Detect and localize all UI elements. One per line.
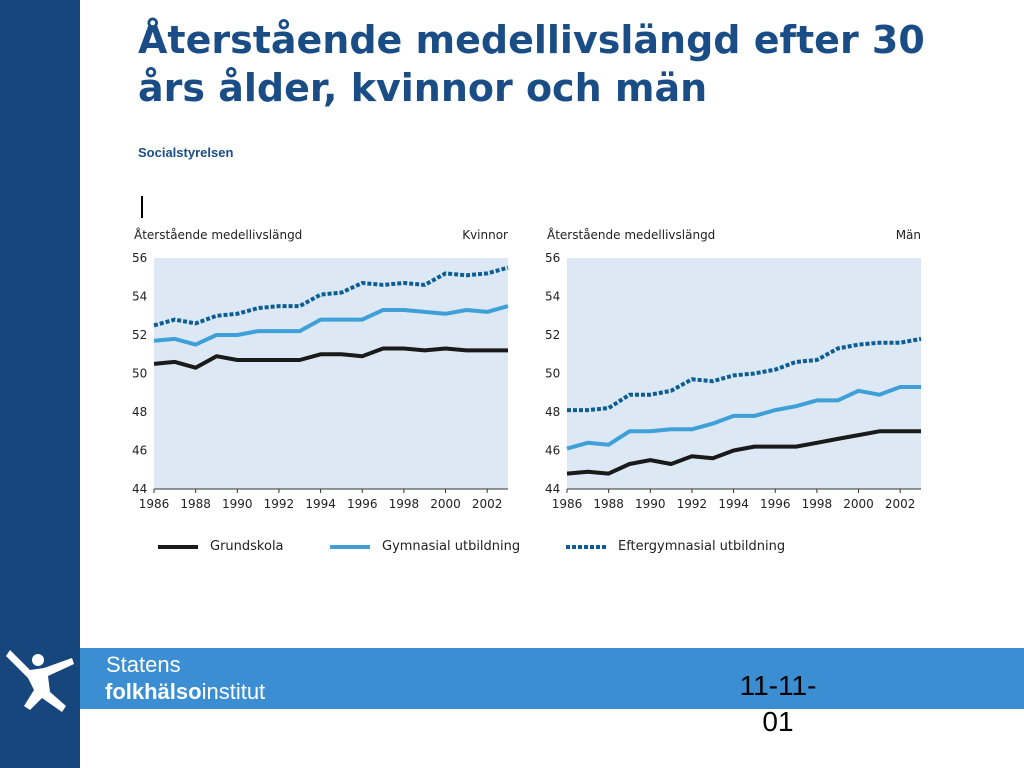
slide-title: Återstående medellivslängd efter 30 års … [138,18,925,110]
y-tick-label: 44 [545,482,560,496]
logo-text-bold: folkhälso [105,679,202,704]
chart-kvinnor: Återstående medellivslängd Kvinnor 44 46 48 5… [130,222,530,522]
y-tick-label: 48 [132,405,147,419]
series-line-gymnasial [566,385,921,451]
x-tick-label: 1988 [180,497,211,511]
plot-area [154,258,508,489]
text-cursor [141,196,143,218]
footer-band [80,648,1024,709]
y-tick-label: 54 [132,290,147,304]
x-tick-label: 2000 [430,497,461,511]
y-tick-label: 52 [132,328,147,342]
y-tick-label: 52 [545,328,560,342]
x-tick-label: 2002 [472,497,503,511]
series-line-grundskola [153,346,508,370]
chart-title: Män [896,228,921,242]
y-tick-label: 56 [545,251,560,265]
x-tick-label: 1994 [305,497,336,511]
x-tick-label: 1986 [552,497,583,511]
y-tick-label: 46 [132,444,147,458]
x-tick-label: 1996 [347,497,378,511]
legend-label-eftergymnasial: Eftergymnasial utbildning [618,539,786,554]
legend-label-grundskola: Grundskola [210,539,284,554]
x-tick-label: 1992 [677,497,708,511]
y-axis-label: Återstående medellivslängd [547,227,715,242]
chart-legend: Grundskola Gymnasial utbildning Eftergym… [158,536,858,558]
y-tick-label: 54 [545,290,560,304]
chart-title: Kvinnor [462,228,508,242]
y-tick-label: 56 [132,251,147,265]
y-tick-label: 46 [545,444,560,458]
left-sidebar [0,0,80,768]
x-tick-label: 1998 [802,497,833,511]
x-tick-label: 2002 [885,497,916,511]
source-label: Socialstyrelsen [138,145,234,160]
series-line-eftergymnasial [153,265,509,328]
y-tick-label: 50 [545,367,560,381]
y-axis-label: Återstående medellivslängd [134,227,302,242]
legend-swatch-eftergymnasial [566,545,606,549]
y-tick-label: 50 [132,367,147,381]
x-tick-label: 1988 [593,497,624,511]
series-line-grundskola [566,429,921,476]
leaping-figure-logo-icon [6,650,74,712]
x-tick-label: 1994 [718,497,749,511]
x-tick-label: 1990 [222,497,253,511]
x-tick-label: 1996 [760,497,791,511]
chart-svg: Återstående medellivslängd Kvinnor 44 46 48 5… [132,227,509,511]
x-tick-label: 1998 [389,497,420,511]
slide-date: 11-11-01 [739,670,817,737]
legend-swatch-gymnasial [330,545,370,549]
x-tick-label: 1990 [635,497,666,511]
x-tick-label: 2000 [843,497,874,511]
y-tick-label: 44 [132,482,147,496]
plot-area [567,258,921,489]
x-tick-label: 1986 [139,497,170,511]
logo-text-statens: Statens [106,652,181,677]
x-tick-label: 1992 [264,497,295,511]
chart-svg: Återstående medellivslängd Män 44 46 48 50 52 5… [545,227,922,511]
legend-swatch-grundskola [158,545,198,549]
logo-text-rest: institut [201,679,266,704]
legend-label-gymnasial: Gymnasial utbildning [382,539,521,554]
logo-text-folkhalsoinstitut: folkhälsoinstitut [105,679,265,705]
series-line-eftergymnasial [567,336,922,413]
chart-man: Återstående medellivslängd Män 44 46 48 50 52 5… [543,222,943,522]
y-tick-label: 48 [545,405,560,419]
series-line-gymnasial [153,304,509,347]
